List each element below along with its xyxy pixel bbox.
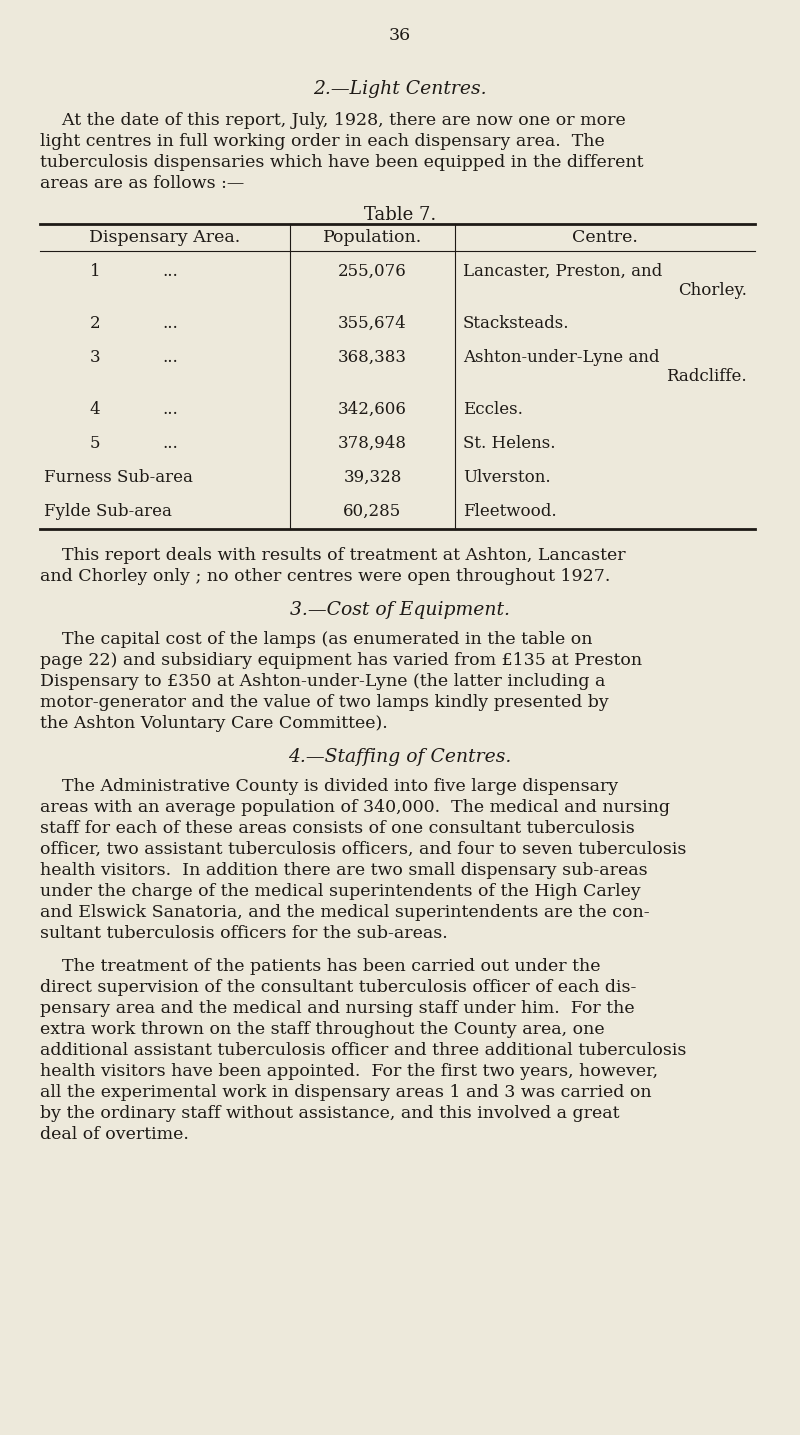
Text: deal of overtime.: deal of overtime. [40,1126,189,1144]
Text: 4.—Staffing of Centres.: 4.—Staffing of Centres. [288,748,512,766]
Text: ...: ... [162,263,178,280]
Text: Population.: Population. [323,230,422,245]
Text: 36: 36 [389,27,411,44]
Text: 3.—Cost of Equipment.: 3.—Cost of Equipment. [290,601,510,618]
Text: The Administrative County is divided into five large dispensary: The Administrative County is divided int… [40,778,618,795]
Text: officer, two assistant tuberculosis officers, and four to seven tuberculosis: officer, two assistant tuberculosis offi… [40,841,686,858]
Text: Furness Sub-area: Furness Sub-area [44,469,193,486]
Text: Dispensary to £350 at Ashton-under-Lyne (the latter including a: Dispensary to £350 at Ashton-under-Lyne … [40,673,606,690]
Text: The treatment of the patients has been carried out under the: The treatment of the patients has been c… [40,959,601,974]
Text: 2: 2 [90,316,100,331]
Text: under the charge of the medical superintendents of the High Carley: under the charge of the medical superint… [40,883,641,900]
Text: Stacksteads.: Stacksteads. [463,316,570,331]
Text: At the date of this report, July, 1928, there are now one or more: At the date of this report, July, 1928, … [40,112,626,129]
Text: Centre.: Centre. [572,230,638,245]
Text: 368,383: 368,383 [338,349,407,366]
Text: 342,606: 342,606 [338,400,407,418]
Text: Eccles.: Eccles. [463,400,523,418]
Text: areas are as follows :—: areas are as follows :— [40,175,244,192]
Text: additional assistant tuberculosis officer and three additional tuberculosis: additional assistant tuberculosis office… [40,1042,686,1059]
Text: Radcliffe.: Radcliffe. [666,367,747,385]
Text: 5: 5 [90,435,100,452]
Text: Dispensary Area.: Dispensary Area. [90,230,241,245]
Text: 1: 1 [90,263,100,280]
Text: St. Helens.: St. Helens. [463,435,555,452]
Text: 2.—Light Centres.: 2.—Light Centres. [313,80,487,98]
Text: Table 7.: Table 7. [364,207,436,224]
Text: ...: ... [162,435,178,452]
Text: health visitors.  In addition there are two small dispensary sub-areas: health visitors. In addition there are t… [40,862,648,880]
Text: the Ashton Voluntary Care Committee).: the Ashton Voluntary Care Committee). [40,715,388,732]
Text: tuberculosis dispensaries which have been equipped in the different: tuberculosis dispensaries which have bee… [40,154,643,171]
Text: The capital cost of the lamps (as enumerated in the table on: The capital cost of the lamps (as enumer… [40,631,593,649]
Text: 378,948: 378,948 [338,435,407,452]
Text: motor-generator and the value of two lamps kindly presented by: motor-generator and the value of two lam… [40,695,609,710]
Text: by the ordinary staff without assistance, and this involved a great: by the ordinary staff without assistance… [40,1105,619,1122]
Text: 4: 4 [90,400,100,418]
Text: Lancaster, Preston, and: Lancaster, Preston, and [463,263,662,280]
Text: ...: ... [162,400,178,418]
Text: 39,328: 39,328 [343,469,402,486]
Text: 255,076: 255,076 [338,263,407,280]
Text: Ashton-under-Lyne and: Ashton-under-Lyne and [463,349,659,366]
Text: extra work thrown on the staff throughout the County area, one: extra work thrown on the staff throughou… [40,1020,605,1038]
Text: Chorley.: Chorley. [678,283,747,298]
Text: pensary area and the medical and nursing staff under him.  For the: pensary area and the medical and nursing… [40,1000,634,1017]
Text: 3: 3 [90,349,100,366]
Text: direct supervision of the consultant tuberculosis officer of each dis-: direct supervision of the consultant tub… [40,979,636,996]
Text: 355,674: 355,674 [338,316,407,331]
Text: light centres in full working order in each dispensary area.  The: light centres in full working order in e… [40,133,605,151]
Text: Fleetwood.: Fleetwood. [463,504,557,519]
Text: Fylde Sub-area: Fylde Sub-area [44,504,172,519]
Text: and Elswick Sanatoria, and the medical superintendents are the con-: and Elswick Sanatoria, and the medical s… [40,904,650,921]
Text: areas with an average population of 340,000.  The medical and nursing: areas with an average population of 340,… [40,799,670,817]
Text: 60,285: 60,285 [343,504,402,519]
Text: This report deals with results of treatment at Ashton, Lancaster: This report deals with results of treatm… [40,547,626,564]
Text: health visitors have been appointed.  For the first two years, however,: health visitors have been appointed. For… [40,1063,658,1081]
Text: ...: ... [162,349,178,366]
Text: and Chorley only ; no other centres were open throughout 1927.: and Chorley only ; no other centres were… [40,568,610,585]
Text: Ulverston.: Ulverston. [463,469,550,486]
Text: ...: ... [162,316,178,331]
Text: staff for each of these areas consists of one consultant tuberculosis: staff for each of these areas consists o… [40,819,634,837]
Text: page 22) and subsidiary equipment has varied from £135 at Preston: page 22) and subsidiary equipment has va… [40,651,642,669]
Text: sultant tuberculosis officers for the sub-areas.: sultant tuberculosis officers for the su… [40,926,448,941]
Text: all the experimental work in dispensary areas 1 and 3 was carried on: all the experimental work in dispensary … [40,1083,652,1101]
